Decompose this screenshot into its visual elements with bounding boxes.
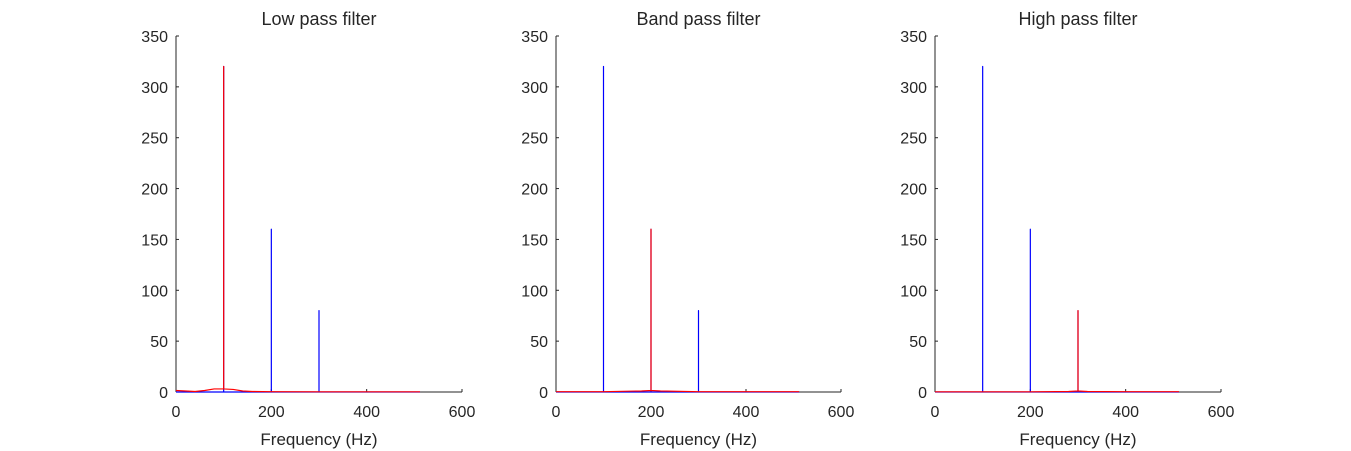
series-line-2	[175, 65, 421, 393]
x-tick-label: 600	[449, 404, 476, 421]
y-tick-label: 300	[900, 80, 927, 97]
y-tick-label: 200	[521, 182, 548, 199]
x-tick-label: 400	[733, 404, 760, 421]
x-tick-label: 200	[1017, 404, 1044, 421]
y-tick-label: 100	[900, 283, 927, 300]
x-tick-label: 400	[353, 404, 380, 421]
y-tick-label: 50	[530, 334, 548, 351]
x-tick-label: 200	[638, 404, 665, 421]
x-tick-label: 200	[258, 404, 285, 421]
y-tick-label: 350	[141, 29, 168, 46]
x-axis-label: Frequency (Hz)	[260, 430, 377, 449]
x-axis-label: Frequency (Hz)	[640, 430, 757, 449]
subplot-1: 0 50 100 150 200 250 300 350 0 200 400 600 Low pass …	[141, 9, 475, 449]
y-tick-label: 50	[909, 334, 927, 351]
y-tick-label: 300	[141, 80, 168, 97]
x-tick-label: 0	[552, 404, 561, 421]
series-line-2	[556, 228, 800, 393]
y-tick-label: 50	[150, 334, 168, 351]
y-tick-label: 250	[900, 131, 927, 148]
x-axis-label: Frequency (Hz)	[1019, 430, 1136, 449]
x-tick-label: 0	[172, 404, 181, 421]
y-tick-label: 0	[918, 385, 927, 402]
y-tick-label: 100	[521, 283, 548, 300]
y-tick-label: 250	[141, 131, 168, 148]
y-tick-label: 350	[521, 29, 548, 46]
y-tick-label: 200	[141, 182, 168, 199]
x-tick-label: 600	[1208, 404, 1235, 421]
x-tick-label: 400	[1112, 404, 1139, 421]
chart-title: Band pass filter	[636, 9, 760, 29]
subplot-3: 0 50 100 150 200 250 300 350 0 200 400 600 High pass…	[900, 9, 1234, 449]
y-tick-label: 150	[521, 232, 548, 249]
y-tick-label: 0	[159, 385, 168, 402]
y-tick-label: 150	[900, 232, 927, 249]
x-tick-label: 600	[828, 404, 855, 421]
y-tick-label: 350	[900, 29, 927, 46]
chart-title: High pass filter	[1018, 9, 1137, 29]
y-tick-label: 200	[900, 182, 927, 199]
series-line-2	[935, 310, 1180, 393]
subplot-2: 0 50 100 150 200 250 300 350 0 200 400 600 Band pass…	[521, 9, 854, 449]
y-tick-label: 0	[539, 385, 548, 402]
y-tick-label: 300	[521, 80, 548, 97]
chart-title: Low pass filter	[261, 9, 376, 29]
x-tick-label: 0	[931, 404, 940, 421]
y-tick-label: 100	[141, 283, 168, 300]
y-tick-label: 250	[521, 131, 548, 148]
y-tick-label: 150	[141, 232, 168, 249]
